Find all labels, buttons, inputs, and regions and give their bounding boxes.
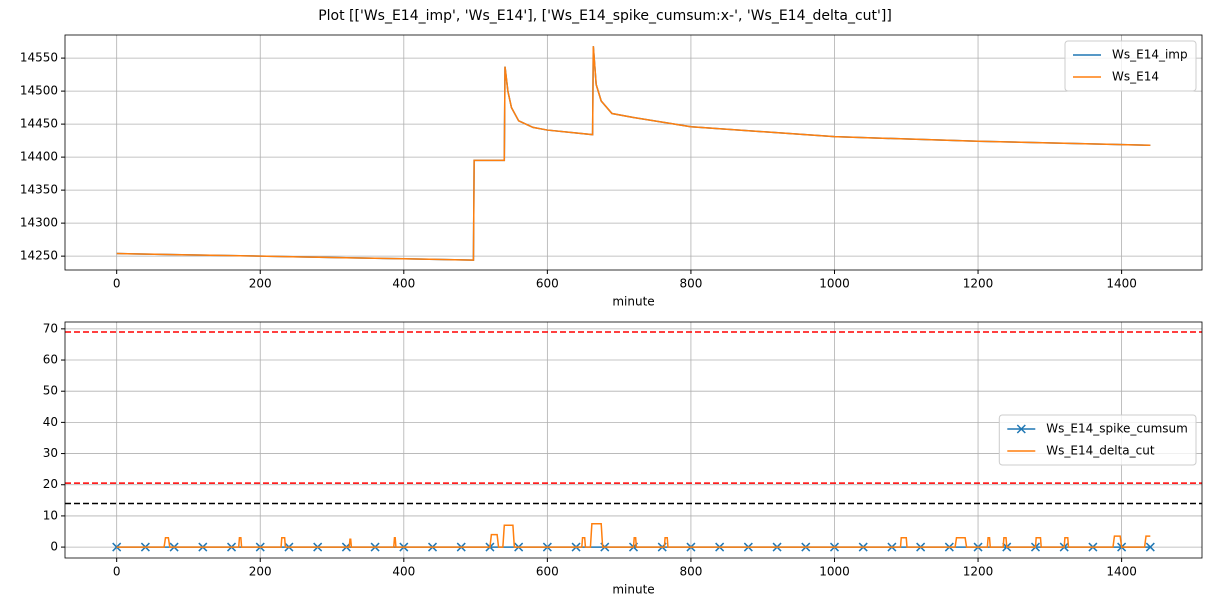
figure-title: Plot [['Ws_E14_imp', 'Ws_E14'], ['Ws_E14…	[318, 8, 892, 24]
y-tick-label: 0	[50, 540, 58, 554]
y-tick-label: 14250	[20, 249, 58, 263]
x-tick-label: 1000	[819, 565, 850, 579]
x-tick-label: 1400	[1106, 277, 1137, 291]
series-line	[116, 46, 1151, 261]
y-tick-label: 60	[43, 353, 58, 367]
legend-marker	[1016, 424, 1026, 434]
y-tick-label: 14300	[20, 216, 58, 230]
legend-label: Ws_E14_delta_cut	[1046, 444, 1155, 458]
x-axis-label: minute	[612, 583, 654, 597]
x-tick-label: 1200	[963, 565, 994, 579]
plot-area	[116, 46, 1151, 261]
axes-frame	[64, 321, 1203, 559]
y-tick-label: 20	[43, 477, 58, 491]
x-tick-label: 600	[536, 565, 559, 579]
x-tick-label: 0	[113, 277, 121, 291]
plot-area	[65, 331, 1202, 552]
legend-label: Ws_E14_spike_cumsum	[1046, 422, 1188, 436]
x-axis-label: minute	[612, 295, 654, 309]
y-tick-label: 50	[43, 384, 58, 398]
y-tick-label: 10	[43, 508, 58, 522]
axes-frame	[64, 34, 1203, 271]
x-tick-label: 1000	[819, 277, 850, 291]
x-tick-label: 200	[249, 565, 272, 579]
x-tick-label: 800	[679, 565, 702, 579]
legend-box	[1064, 40, 1197, 92]
series-line	[116, 46, 1151, 261]
y-tick-label: 14350	[20, 183, 58, 197]
legend-label: Ws_E14_imp	[1112, 48, 1188, 62]
x-tick-label: 0	[113, 565, 121, 579]
x-tick-label: 400	[392, 565, 415, 579]
legend-label: Ws_E14	[1112, 70, 1159, 84]
y-tick-label: 14400	[20, 150, 58, 164]
legend-box	[998, 414, 1197, 466]
y-tick-label: 14500	[20, 84, 58, 98]
y-tick-label: 70	[43, 321, 58, 335]
x-tick-label: 800	[679, 277, 702, 291]
y-tick-label: 14550	[20, 51, 58, 65]
y-tick-label: 30	[43, 446, 58, 460]
series-marker	[1145, 542, 1155, 552]
x-tick-label: 600	[536, 277, 559, 291]
x-tick-label: 1400	[1106, 565, 1137, 579]
x-tick-label: 1200	[963, 277, 994, 291]
y-tick-label: 40	[43, 415, 58, 429]
series-line	[116, 522, 1151, 548]
x-tick-label: 200	[249, 277, 272, 291]
y-tick-label: 14450	[20, 117, 58, 131]
x-tick-label: 400	[392, 277, 415, 291]
